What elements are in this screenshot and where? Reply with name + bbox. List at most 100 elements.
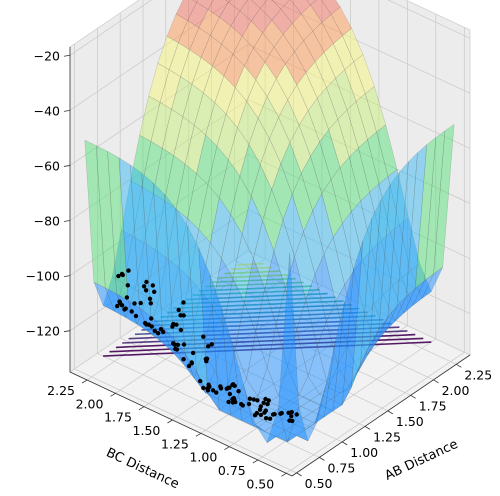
x-axis-label: BC Distance: [104, 445, 182, 492]
trajectory-point: [230, 382, 235, 388]
trajectory-point: [289, 409, 294, 415]
trajectory-point: [246, 401, 252, 407]
trajectory-point: [143, 288, 149, 293]
trajectory-point: [171, 341, 176, 346]
z-tick-label: −120: [26, 324, 60, 339]
trajectory-point: [190, 350, 196, 356]
x-tick-label: 1.75: [104, 410, 132, 425]
trajectory-point: [267, 416, 273, 421]
trajectory-point: [155, 331, 161, 336]
z-tick-mark: [63, 275, 71, 277]
trajectory-point: [178, 327, 184, 333]
trajectory-point: [144, 279, 149, 285]
y-tick-mark: [319, 457, 325, 461]
trajectory-point: [117, 301, 123, 306]
trajectory-point: [181, 342, 187, 347]
trajectory-point: [123, 306, 128, 311]
trajectory-point: [231, 396, 236, 401]
surface-patch: [306, 0, 317, 6]
surface-patch: [278, 252, 300, 443]
x-tick-mark: [252, 459, 259, 464]
trajectory-point: [254, 411, 260, 416]
x-tick-label: 1.25: [161, 436, 189, 451]
trajectory-point: [206, 382, 211, 387]
energy-surface: [84, 0, 455, 444]
trajectory-point: [181, 300, 186, 305]
trajectory-point: [116, 273, 121, 279]
x-tick-mark: [281, 472, 287, 477]
trajectory-point: [176, 307, 181, 313]
z-tick-mark: [63, 54, 71, 57]
z-tick-mark: [63, 165, 71, 167]
y-grid-line: [74, 43, 297, 474]
y-tick-label: 1.75: [419, 398, 447, 413]
trajectory-point: [270, 412, 276, 417]
trajectory-point: [290, 418, 295, 424]
trajectory-point: [258, 404, 263, 409]
trajectory-point: [149, 324, 154, 329]
trajectory-point: [203, 356, 208, 362]
z-grid-line: [69, 0, 471, 111]
z-tick-label: −60: [34, 158, 60, 173]
trajectory-point: [125, 283, 130, 288]
y-tick-label: 2.25: [464, 367, 492, 382]
trajectory-point: [148, 301, 153, 306]
x-tick-label: 2.25: [47, 383, 75, 398]
trajectory-point: [227, 391, 233, 397]
trajectory-point: [240, 403, 245, 408]
trajectory-point: [133, 313, 139, 319]
trajectory-point: [129, 309, 134, 314]
trajectory-point: [210, 388, 216, 393]
y-tick-mark: [456, 363, 462, 368]
y-tick-label: 1.50: [396, 414, 424, 429]
trajectory-point: [152, 328, 157, 333]
trajectory-point: [152, 289, 157, 294]
trajectory-point: [170, 324, 175, 329]
trajectory-point: [214, 390, 219, 395]
y-grid-line: [97, 28, 320, 458]
x-tick-mark: [224, 446, 230, 451]
trajectory-point: [255, 398, 260, 403]
trajectory-point: [257, 407, 263, 412]
x-grid-line: [286, 27, 465, 474]
x-tick-mark: [81, 379, 88, 384]
trajectory-point: [236, 389, 241, 394]
trajectory-point: [263, 396, 268, 402]
trajectory-point: [278, 411, 283, 416]
y-tick-mark: [364, 426, 371, 430]
x-tick-label: 2.00: [76, 396, 104, 411]
trajectory-point: [294, 412, 299, 417]
trajectory-point: [174, 347, 180, 352]
trajectory-point: [178, 313, 183, 318]
y-tick-label: 2.00: [442, 383, 470, 398]
trajectory-point: [261, 400, 266, 405]
trajectory-point: [147, 296, 153, 301]
y-tick-mark: [387, 410, 394, 415]
trajectory-point: [263, 416, 269, 421]
trajectory-point: [115, 303, 120, 309]
z-tick-label: −100: [26, 269, 60, 284]
trajectory-point: [143, 320, 148, 326]
y-tick-label: 1.00: [350, 445, 378, 460]
y-tick-label: 1.25: [373, 429, 401, 444]
z-tick-label: −20: [34, 48, 60, 63]
surface-patch: [192, 0, 199, 3]
x-tick-label: 0.50: [246, 476, 274, 491]
trajectory-point: [224, 386, 229, 391]
trajectory-point: [158, 327, 164, 332]
z-tick-mark: [63, 220, 71, 222]
trajectory-point: [186, 363, 192, 369]
trajectory-point: [258, 412, 264, 418]
trajectory-point: [198, 378, 203, 384]
trajectory-point: [206, 344, 211, 349]
trajectory-point: [209, 342, 214, 347]
y-tick-mark: [296, 472, 302, 477]
z-grid-line: [69, 0, 471, 56]
z-tick-label: −80: [34, 214, 60, 229]
axis-ticks: 0.500.751.001.251.501.752.002.250.500.75…: [26, 47, 492, 491]
y-tick-mark: [410, 394, 416, 399]
x-tick-mark: [195, 432, 202, 437]
x-tick-label: 1.00: [189, 450, 217, 465]
trajectory-point: [201, 385, 206, 391]
x-tick-mark: [167, 419, 173, 424]
